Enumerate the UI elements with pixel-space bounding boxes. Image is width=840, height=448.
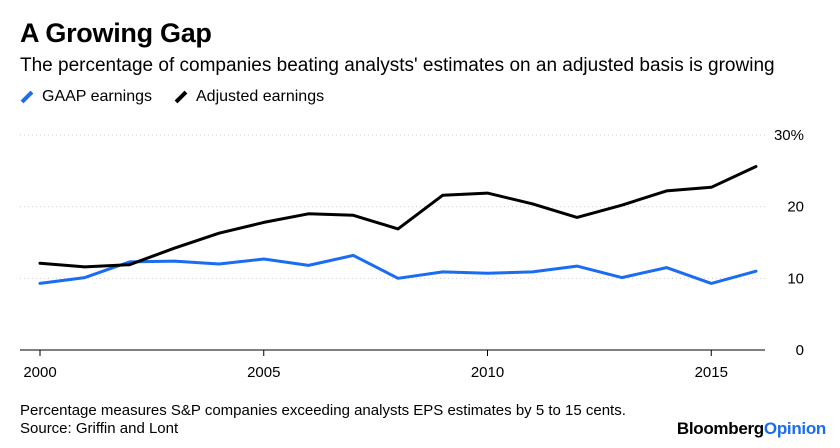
x-tick-label: 2005	[247, 364, 280, 381]
chart-subtitle: The percentage of companies beating anal…	[20, 55, 775, 76]
x-tick-label: 2010	[471, 364, 504, 381]
y-tick-label: 30%	[774, 127, 804, 144]
grid	[20, 134, 765, 279]
legend-item-gaap: GAAP earnings	[20, 88, 152, 106]
footnote: Percentage measures S&P companies exceed…	[20, 402, 626, 438]
brand-part1: Bloomberg	[676, 419, 764, 438]
footnote-source: Source: Griffin and Lont	[20, 420, 179, 437]
legend-swatch-gaap	[20, 90, 34, 104]
footnote-note: Percentage measures S&P companies exceed…	[20, 402, 626, 419]
legend-swatch-adjusted	[174, 90, 188, 104]
series-line-gaap-earnings	[38, 253, 758, 285]
series-group	[38, 165, 758, 285]
brand-part2: Opinion	[763, 419, 826, 438]
y-tick-label: 10	[787, 270, 804, 287]
legend-label-adjusted: Adjusted earnings	[196, 88, 325, 105]
x-tick-label: 2000	[23, 364, 56, 381]
legend-item-adjusted: Adjusted earnings	[174, 88, 324, 106]
chart-title: A Growing Gap	[20, 18, 212, 48]
series-line-adjusted-earnings	[38, 165, 758, 269]
brand-logo: BloombergOpinion	[677, 419, 826, 439]
axes: 0 10 20 30% 2000 2005 2010 2015	[20, 127, 804, 381]
y-tick-label: 0	[796, 342, 804, 359]
y-tick-label: 20	[787, 199, 804, 216]
x-tick-label: 2015	[695, 364, 728, 381]
legend-label-gaap: GAAP earnings	[42, 88, 152, 105]
legend: GAAP earnings Adjusted earnings	[20, 88, 346, 106]
